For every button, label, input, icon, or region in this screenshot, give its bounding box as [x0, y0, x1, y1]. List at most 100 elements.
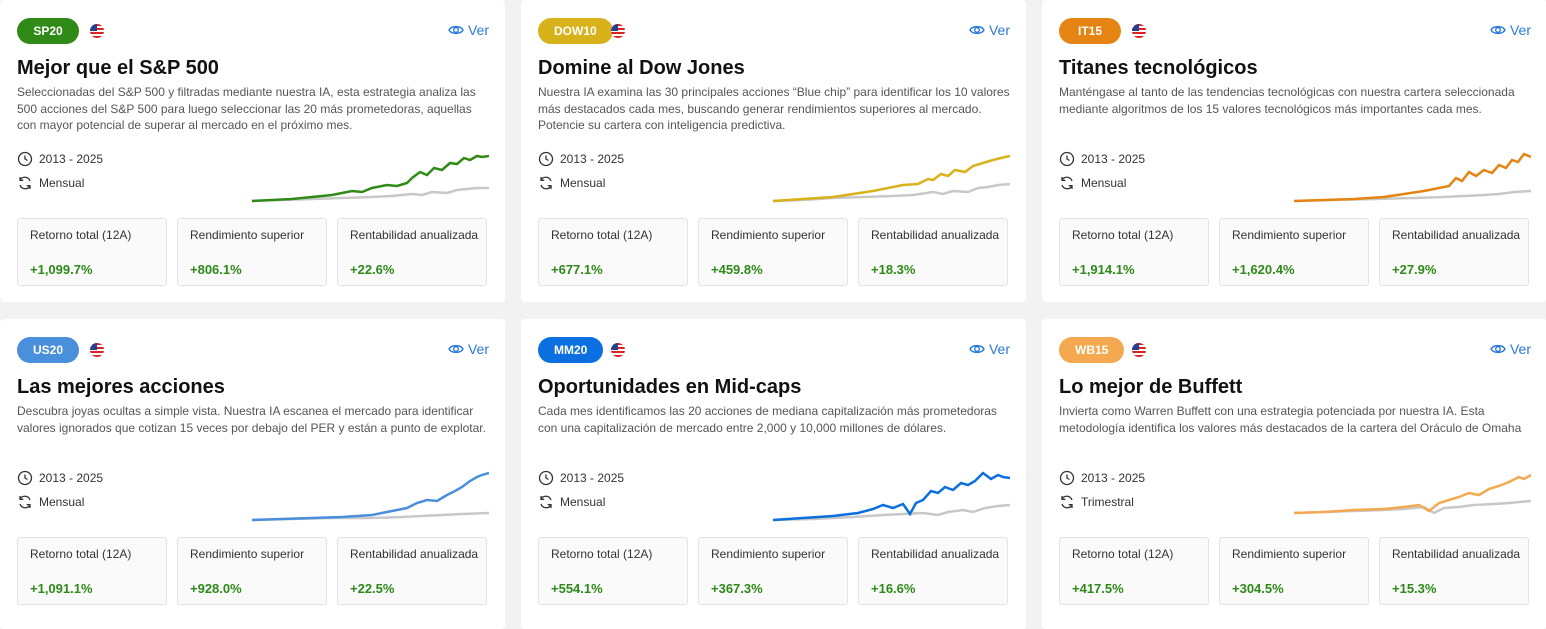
stat-label: Rentabilidad anualizada [1392, 228, 1521, 242]
view-label: Ver [467, 341, 489, 357]
stat-total-return: Retorno total (12A) +417.5% [1059, 537, 1209, 605]
clock-icon [17, 470, 33, 486]
stat-label: Retorno total (12A) [30, 547, 132, 561]
performance-sparkline [252, 154, 489, 203]
stat-value: +27.9% [1392, 262, 1437, 277]
view-button[interactable]: Ver [448, 22, 489, 38]
frequency-text: Trimestral [1081, 495, 1134, 509]
frequency-text: Mensual [1081, 176, 1127, 190]
stat-value: +928.0% [190, 581, 242, 596]
view-label: Ver [467, 22, 489, 38]
stat-label: Rendimiento superior [1232, 547, 1347, 561]
period-text: 2013 - 2025 [560, 471, 625, 485]
eye-icon [1490, 25, 1506, 35]
strategy-card-mm20[interactable]: MM20 Ver Oportunidades en Mid-caps Cada … [521, 319, 1026, 629]
strategy-card-dow10[interactable]: DOW10 Ver Domine al Dow Jones Nuestra IA… [521, 0, 1026, 302]
stat-outperformance: Rendimiento superior +367.3% [698, 537, 848, 605]
stat-value: +417.5% [1072, 581, 1124, 596]
stat-annualized-return: Rentabilidad anualizada +22.5% [337, 537, 487, 605]
stat-value: +806.1% [190, 262, 242, 277]
stat-value: +15.3% [1392, 581, 1437, 596]
period-info: 2013 - 2025 [17, 470, 103, 486]
strategy-code-badge: US20 [17, 337, 80, 363]
stat-value: +1,091.1% [30, 581, 93, 596]
stat-label: Rendimiento superior [190, 547, 305, 561]
stat-label: Rendimiento superior [1232, 228, 1347, 242]
view-label: Ver [1509, 341, 1531, 357]
card-title: Lo mejor de Buffett [1059, 376, 1243, 398]
eye-icon [448, 25, 464, 35]
benchmark-line [252, 186, 489, 203]
view-button[interactable]: Ver [448, 341, 489, 357]
period-info: 2013 - 2025 [538, 151, 624, 167]
view-button[interactable]: Ver [969, 341, 1010, 357]
frequency-info: Mensual [17, 494, 84, 510]
stat-label: Rentabilidad anualizada [1392, 547, 1521, 561]
stat-total-return: Retorno total (12A) +677.1% [538, 218, 688, 286]
stat-outperformance: Rendimiento superior +459.8% [698, 218, 848, 286]
card-title: Mejor que el S&P 500 [17, 57, 219, 79]
frequency-text: Mensual [39, 176, 85, 190]
period-info: 2013 - 2025 [1059, 151, 1145, 167]
refresh-icon [19, 495, 31, 509]
stat-value: +1,620.4% [1232, 262, 1295, 277]
strategy-line [773, 471, 1010, 522]
us-flag-icon [90, 343, 104, 357]
frequency-text: Mensual [560, 495, 606, 509]
period-text: 2013 - 2025 [560, 152, 625, 166]
strategy-code-badge: IT15 [1059, 18, 1121, 44]
view-label: Ver [988, 22, 1010, 38]
performance-sparkline [252, 471, 489, 522]
stat-label: Rentabilidad anualizada [871, 228, 1000, 242]
clock-icon [1059, 470, 1075, 486]
clock-icon [17, 151, 33, 167]
stat-label: Rendimiento superior [711, 228, 826, 242]
stat-value: +22.5% [350, 581, 395, 596]
strategy-card-sp20[interactable]: SP20 Ver Mejor que el S&P 500 Selecciona… [0, 0, 505, 302]
period-text: 2013 - 2025 [1081, 471, 1146, 485]
benchmark-line [773, 503, 1010, 522]
stat-value: +677.1% [551, 262, 603, 277]
refresh-icon [540, 176, 552, 190]
stat-value: +304.5% [1232, 581, 1284, 596]
strategy-line [252, 471, 489, 522]
period-info: 2013 - 2025 [1059, 470, 1145, 486]
stat-value: +1,914.1% [1072, 262, 1135, 277]
refresh-icon [19, 176, 31, 190]
strategy-line [1294, 473, 1531, 515]
stat-outperformance: Rendimiento superior +1,620.4% [1219, 218, 1369, 286]
stat-value: +16.6% [871, 581, 916, 596]
stat-total-return: Retorno total (12A) +1,091.1% [17, 537, 167, 605]
strategy-card-it15[interactable]: IT15 Ver Titanes tecnológicos Manténgase… [1042, 0, 1546, 302]
performance-sparkline [773, 471, 1010, 522]
eye-icon [969, 25, 985, 35]
stat-outperformance: Rendimiento superior +928.0% [177, 537, 327, 605]
refresh-icon [540, 495, 552, 509]
strategy-card-us20[interactable]: US20 Ver Las mejores acciones Descubra j… [0, 319, 505, 629]
strategy-card-wb15[interactable]: WB15 Ver Lo mejor de Buffett Invierta co… [1042, 319, 1546, 629]
stat-outperformance: Rendimiento superior +304.5% [1219, 537, 1369, 605]
stat-outperformance: Rendimiento superior +806.1% [177, 218, 327, 286]
stat-value: +18.3% [871, 262, 916, 277]
view-button[interactable]: Ver [1490, 341, 1531, 357]
strategy-code-badge: WB15 [1059, 337, 1125, 363]
card-description: Invierta como Warren Buffett con una est… [1059, 404, 1522, 435]
stat-value: +367.3% [711, 581, 763, 596]
view-button[interactable]: Ver [1490, 22, 1531, 38]
clock-icon [538, 151, 554, 167]
strategy-line [1294, 152, 1531, 203]
period-info: 2013 - 2025 [17, 151, 103, 167]
us-flag-icon [1132, 24, 1146, 38]
clock-icon [538, 470, 554, 486]
frequency-info: Mensual [17, 175, 84, 191]
stat-value: +22.6% [350, 262, 395, 277]
stat-label: Retorno total (12A) [551, 228, 653, 242]
period-text: 2013 - 2025 [39, 471, 104, 485]
us-flag-icon [1132, 343, 1146, 357]
stat-value: +459.8% [711, 262, 763, 277]
eye-icon [969, 344, 985, 354]
view-button[interactable]: Ver [969, 22, 1010, 38]
card-description: Descubra joyas ocultas a simple vista. N… [17, 404, 486, 435]
stat-label: Rentabilidad anualizada [871, 547, 1000, 561]
eye-icon [448, 344, 464, 354]
